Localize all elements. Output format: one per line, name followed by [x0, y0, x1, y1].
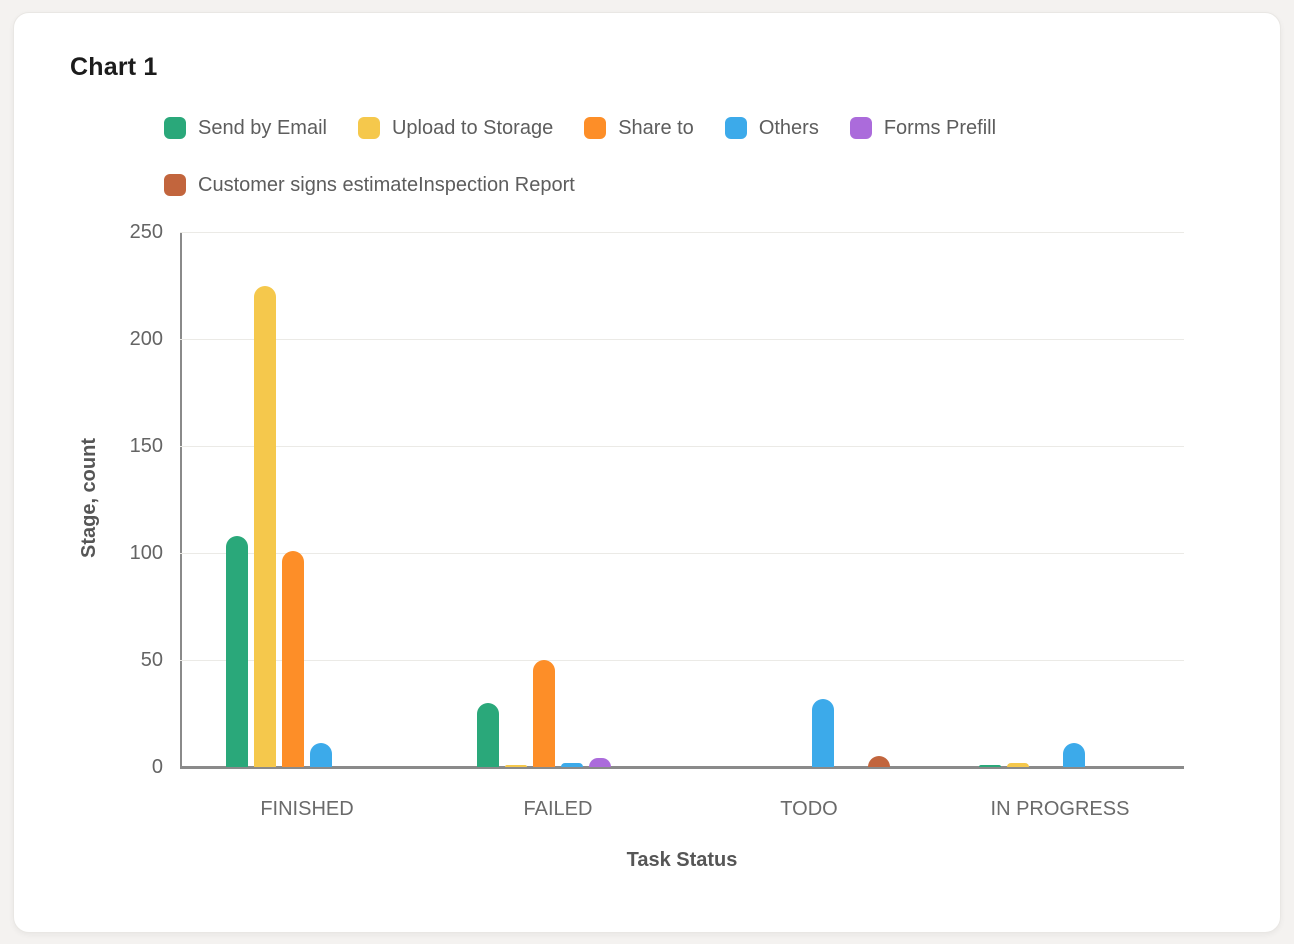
bar-todo-series-6[interactable]: [868, 756, 890, 767]
legend-label: Forms Prefill: [883, 117, 997, 139]
chart-title: Chart 1: [70, 53, 158, 81]
x-category-label-failed: FAILED: [523, 798, 593, 820]
legend-swatch-icon: [849, 117, 872, 139]
gridline-150: [180, 445, 1184, 447]
legend-swatch-icon: [164, 117, 186, 139]
legend-item-4[interactable]: Others: [724, 116, 819, 140]
bar-todo-series-4[interactable]: [812, 698, 834, 767]
bar-failed-series-5[interactable]: [589, 758, 611, 767]
legend-item-3[interactable]: Share to: [584, 116, 694, 140]
legend-label: Customer signs estimateInspection Report: [198, 174, 575, 196]
y-axis-line: [180, 232, 182, 767]
bar-finished-series-4[interactable]: [310, 743, 332, 767]
legend-item-1[interactable]: Send by Email: [164, 116, 327, 140]
x-category-label-finished: FINISHED: [260, 798, 354, 820]
bar-failed-series-3[interactable]: [533, 660, 555, 767]
x-category-label-in-progress: IN PROGRESS: [990, 798, 1130, 820]
legend-item-5[interactable]: Forms Prefill: [849, 116, 997, 140]
legend-swatch-icon: [164, 174, 186, 196]
chart-legend: Send by Email Upload to Storage Share to Ot…: [164, 116, 1154, 197]
y-tick-label-150: 150: [129, 435, 163, 457]
y-tick-label-100: 100: [129, 542, 163, 564]
legend-label: Upload to Storage: [391, 117, 554, 139]
bar-failed-series-1[interactable]: [477, 702, 499, 767]
plot-area: [180, 231, 1184, 769]
y-tick-label-200: 200: [129, 328, 163, 350]
legend-label: Others: [758, 117, 819, 139]
y-tick-label-50: 50: [140, 649, 163, 671]
legend-item-6[interactable]: Customer signs estimateInspection Report: [164, 173, 575, 197]
gridline-100: [180, 552, 1184, 554]
gridline-250: [180, 231, 1184, 233]
y-tick-label-0: 0: [151, 756, 163, 778]
bar-failed-series-4[interactable]: [561, 762, 583, 767]
legend-label: Share to: [618, 117, 694, 139]
legend-item-2[interactable]: Upload to Storage: [357, 116, 554, 140]
bar-in-progress-series-2[interactable]: [1007, 762, 1029, 767]
chart-card: Chart 1 Send by Email Upload to Storage Sh…: [13, 12, 1281, 933]
bar-finished-series-1[interactable]: [226, 535, 248, 767]
legend-swatch-icon: [724, 117, 747, 139]
gridline-50: [180, 659, 1184, 661]
bar-finished-series-2[interactable]: [254, 285, 276, 767]
legend-label: Send by Email: [198, 117, 327, 139]
bar-in-progress-series-4[interactable]: [1063, 743, 1085, 767]
bar-in-progress-series-1[interactable]: [979, 764, 1001, 767]
x-axis-title: Task Status: [626, 849, 738, 871]
bar-finished-series-3[interactable]: [282, 550, 304, 767]
gridline-200: [180, 338, 1184, 340]
legend-swatch-icon: [584, 117, 607, 139]
bar-failed-series-2[interactable]: [505, 764, 527, 767]
y-tick-label-250: 250: [129, 221, 163, 243]
legend-swatch-icon: [357, 117, 380, 139]
x-axis-line: [180, 766, 1184, 769]
y-axis-title: Stage, count: [78, 438, 100, 559]
x-category-label-todo: TODO: [780, 798, 838, 820]
